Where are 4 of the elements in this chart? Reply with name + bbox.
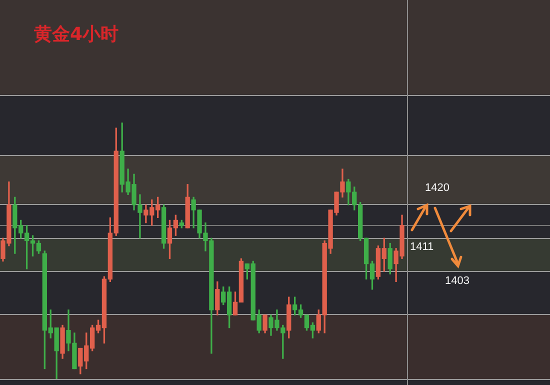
chart-title: 黄金4小时 [34, 23, 119, 46]
text: 1420 [425, 182, 450, 194]
text: 1403 [445, 275, 470, 287]
text: 1411 [410, 241, 434, 253]
